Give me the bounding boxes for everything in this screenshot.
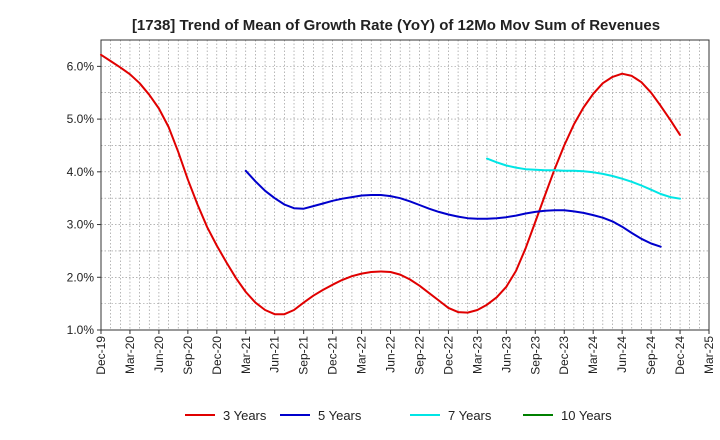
x-tick-label: Mar-22	[355, 336, 369, 374]
legend-label-5-years: 5 Years	[318, 408, 362, 423]
y-tick-label: 4.0%	[67, 165, 95, 179]
x-tick-label: Sep-23	[528, 336, 542, 375]
x-tick-label: Dec-19	[94, 336, 108, 375]
x-tick-label: Dec-21	[326, 336, 340, 375]
x-tick-label: Mar-25	[702, 336, 716, 374]
legend-label-7-years: 7 Years	[448, 408, 492, 423]
y-axis: 1.0% 2.0% 3.0% 4.0% 5.0% 6.0%	[67, 59, 101, 337]
x-tick-label: Sep-24	[644, 336, 658, 375]
y-tick-label: 6.0%	[67, 59, 95, 73]
legend-label-3-years: 3 Years	[223, 408, 267, 423]
x-tick-label: Mar-20	[123, 336, 137, 374]
y-tick-label: 2.0%	[67, 270, 95, 284]
x-tick-label: Mar-23	[470, 336, 484, 374]
x-tick-label: Sep-22	[412, 336, 426, 375]
legend-label-10-years: 10 Years	[561, 408, 612, 423]
x-tick-label: Jun-24	[615, 336, 629, 373]
legend: 3 Years 5 Years 7 Years 10 Years	[185, 408, 612, 423]
series-line-5-years	[244, 169, 662, 248]
x-tick-label: Mar-24	[586, 336, 600, 374]
y-tick-label: 5.0%	[67, 112, 95, 126]
grid	[101, 40, 709, 330]
x-tick-label: Jun-23	[499, 336, 513, 373]
series-line-3-years	[100, 53, 681, 316]
x-tick-label: Dec-20	[210, 336, 224, 375]
series-line-7-years	[486, 157, 681, 200]
plot-area	[100, 39, 710, 331]
y-tick-label: 1.0%	[67, 323, 95, 337]
x-tick-label: Jun-21	[268, 336, 282, 373]
x-tick-label: Mar-21	[239, 336, 253, 374]
x-tick-label: Dec-23	[557, 336, 571, 375]
x-axis: Dec-19 Mar-20 Jun-20 Sep-20 Dec-20 Mar-21 Jun-…	[94, 330, 716, 375]
x-tick-label: Dec-24	[673, 336, 687, 375]
x-tick-label: Dec-22	[441, 336, 455, 375]
x-tick-label: Sep-21	[297, 336, 311, 375]
x-tick-label: Jun-22	[384, 336, 398, 373]
chart-title: [1738] Trend of Mean of Growth Rate (YoY…	[132, 17, 660, 34]
x-tick-label: Jun-20	[152, 336, 166, 373]
y-tick-label: 3.0%	[67, 218, 95, 232]
series-lines	[100, 53, 681, 316]
x-tick-label: Sep-20	[181, 336, 195, 375]
